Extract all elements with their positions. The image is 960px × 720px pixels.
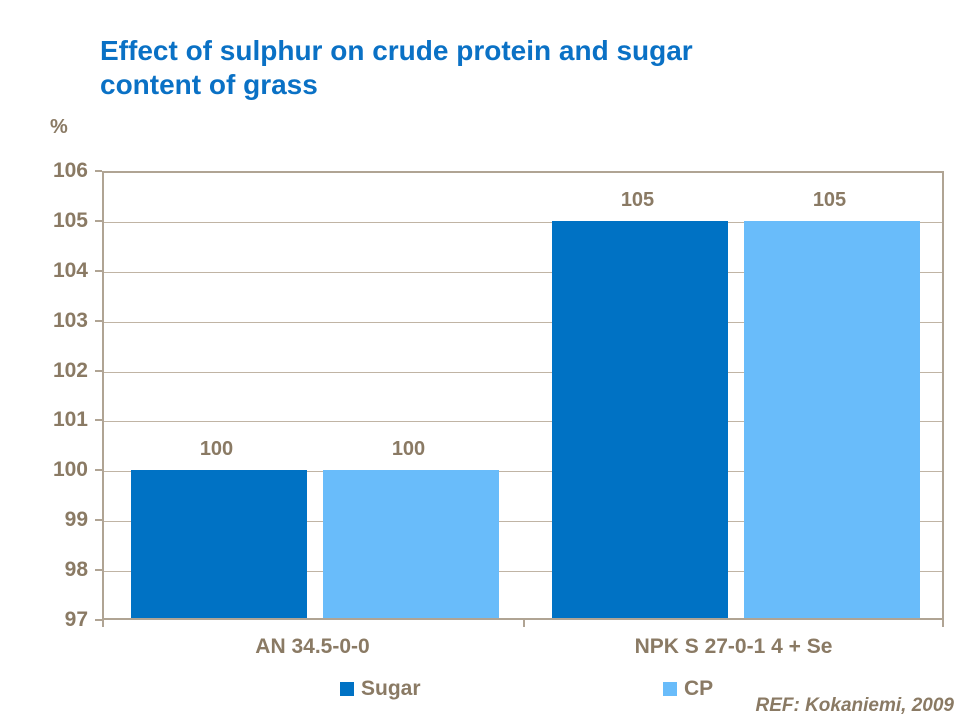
y-tick-label: 103 bbox=[52, 308, 88, 332]
y-axis-tick-mark bbox=[95, 519, 102, 522]
y-axis-tick-mark bbox=[95, 569, 102, 572]
bar-value-label: 105 bbox=[812, 188, 847, 211]
gridline bbox=[104, 371, 942, 373]
y-axis-tick-mark bbox=[95, 419, 102, 422]
chart-title-line2: content of grass bbox=[100, 69, 318, 100]
gridline bbox=[104, 321, 942, 323]
y-tick-label: 104 bbox=[52, 258, 88, 282]
y-axis-tick-mark bbox=[95, 319, 102, 322]
y-tick-label: 97 bbox=[64, 608, 88, 631]
y-tick-label: 105 bbox=[52, 208, 88, 232]
y-axis-tick-mark bbox=[95, 469, 102, 472]
legend-item-sugar: Sugar bbox=[340, 677, 421, 701]
y-axis-tick-mark bbox=[95, 170, 102, 172]
bar-value-label: 105 bbox=[620, 188, 655, 211]
bar-cp bbox=[322, 470, 499, 618]
x-axis-tick-mark bbox=[102, 620, 104, 627]
legend-item-cp: CP bbox=[663, 677, 713, 701]
x-axis-tick-mark bbox=[523, 620, 525, 627]
plot-area bbox=[102, 171, 944, 620]
category-label: NPK S 27-0-1 4 + Se bbox=[634, 635, 833, 658]
y-tick-label: 98 bbox=[64, 558, 88, 582]
y-axis-unit-label: % bbox=[50, 116, 68, 138]
legend-swatch-sugar-icon bbox=[340, 682, 354, 696]
gridline bbox=[104, 421, 942, 423]
y-axis-tick-mark bbox=[95, 219, 102, 222]
gridline bbox=[104, 271, 942, 273]
bar-value-label: 100 bbox=[391, 438, 426, 461]
bar-value-label: 100 bbox=[199, 438, 234, 461]
gridline bbox=[104, 471, 942, 473]
y-tick-label: 100 bbox=[52, 458, 88, 482]
reference-label: REF: Kokaniemi, 2009 bbox=[755, 695, 954, 716]
y-tick-label: 102 bbox=[52, 358, 88, 382]
gridline bbox=[104, 221, 942, 223]
y-axis-tick-mark bbox=[95, 369, 102, 372]
legend-label: Sugar bbox=[361, 677, 421, 700]
y-tick-label: 99 bbox=[64, 508, 88, 532]
bar-sugar bbox=[551, 220, 728, 618]
y-tick-label: 106 bbox=[52, 159, 88, 182]
category-label: AN 34.5-0-0 bbox=[255, 635, 370, 658]
x-axis-tick-mark bbox=[942, 620, 944, 627]
gridline bbox=[104, 571, 942, 573]
chart-title-line1: Effect of sulphur on crude protein and s… bbox=[100, 35, 693, 66]
y-tick-label: 101 bbox=[52, 408, 88, 432]
legend-swatch-cp-icon bbox=[663, 682, 677, 696]
y-axis-tick-mark bbox=[95, 269, 102, 272]
bar-sugar bbox=[130, 470, 307, 618]
gridline bbox=[104, 521, 942, 523]
y-axis-tick-mark bbox=[95, 619, 102, 621]
y-axis-tick-labels: 97 98 99 100 101 102 103 104 105 106 bbox=[0, 0, 88, 720]
legend-label: CP bbox=[684, 677, 714, 700]
chart-title: Effect of sulphur on crude protein and s… bbox=[100, 34, 820, 102]
bar-cp bbox=[743, 220, 920, 618]
